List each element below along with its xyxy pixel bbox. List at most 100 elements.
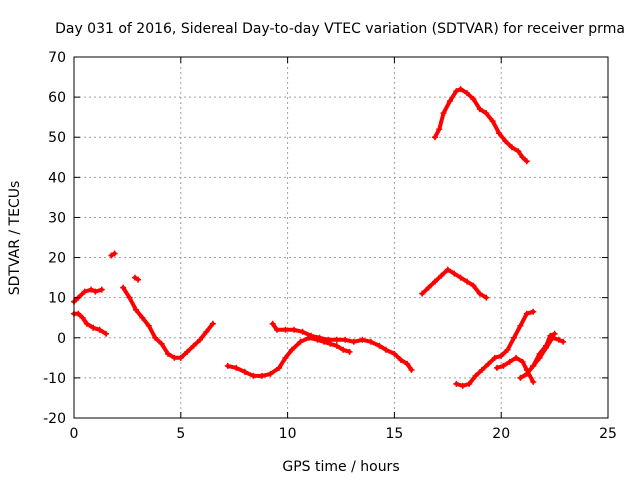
data-series xyxy=(71,286,105,305)
data-point xyxy=(276,364,283,371)
data-point xyxy=(470,96,477,103)
series-line xyxy=(433,87,529,164)
data-point xyxy=(120,284,127,291)
data-point xyxy=(483,294,490,301)
y-tick-label: -20 xyxy=(43,411,66,427)
data-point xyxy=(530,378,537,385)
data-point xyxy=(508,144,515,151)
data-series xyxy=(108,250,118,259)
data-point xyxy=(359,336,366,343)
x-tick-label: 10 xyxy=(279,426,297,442)
data-point xyxy=(79,314,86,321)
data-point xyxy=(299,328,306,335)
data-point xyxy=(158,340,165,347)
data-point xyxy=(530,362,537,369)
data-point xyxy=(282,326,289,333)
data-series xyxy=(269,320,415,373)
axis-ticks xyxy=(73,56,609,419)
data-point xyxy=(139,314,146,321)
data-point xyxy=(340,346,347,353)
data-point xyxy=(547,332,554,339)
data-point xyxy=(431,278,438,285)
data-series xyxy=(431,86,530,165)
data-point xyxy=(88,286,95,293)
y-tick-label: 60 xyxy=(48,90,66,106)
data-point xyxy=(504,346,511,353)
data-point xyxy=(132,306,139,313)
data-point xyxy=(164,350,171,357)
data-point xyxy=(96,326,103,333)
data-point xyxy=(431,134,438,141)
data-point xyxy=(108,252,115,259)
data-point xyxy=(446,98,453,105)
y-tick-label: 40 xyxy=(48,170,66,186)
data-point xyxy=(515,148,522,155)
data-series-group xyxy=(71,86,567,389)
data-point xyxy=(81,288,88,295)
data-point xyxy=(457,274,464,281)
data-point xyxy=(560,338,567,345)
data-point xyxy=(500,362,507,369)
data-point xyxy=(75,310,82,317)
data-point xyxy=(408,366,415,373)
data-point xyxy=(203,328,210,335)
data-point xyxy=(250,372,257,379)
data-point xyxy=(517,374,524,381)
data-point xyxy=(346,348,353,355)
data-point xyxy=(440,110,447,117)
data-point xyxy=(530,308,537,315)
data-point xyxy=(453,380,460,387)
data-point xyxy=(111,250,118,257)
data-point xyxy=(519,154,526,161)
data-point xyxy=(543,342,550,349)
data-series xyxy=(530,330,558,369)
data-point xyxy=(171,354,178,361)
data-point xyxy=(466,380,473,387)
data-point xyxy=(551,330,558,337)
data-point xyxy=(316,334,323,341)
data-point xyxy=(511,334,518,341)
y-tick-label: 30 xyxy=(48,210,66,226)
data-point xyxy=(177,354,184,361)
data-point xyxy=(478,366,485,373)
x-tick-label: 15 xyxy=(385,426,403,442)
data-point xyxy=(459,382,466,389)
data-point xyxy=(523,370,530,377)
y-tick-label: 70 xyxy=(48,50,66,66)
data-series xyxy=(120,284,216,361)
data-point xyxy=(457,86,464,93)
data-point xyxy=(350,338,357,345)
data-point xyxy=(489,118,496,125)
data-point xyxy=(184,348,191,355)
data-point xyxy=(523,158,530,165)
data-point xyxy=(502,138,509,145)
data-point xyxy=(342,336,349,343)
data-point xyxy=(397,356,404,363)
data-point xyxy=(496,130,503,137)
x-tick-label: 25 xyxy=(599,426,617,442)
data-point xyxy=(98,286,105,293)
data-point xyxy=(288,346,295,353)
data-point xyxy=(83,320,90,327)
data-point xyxy=(376,342,383,349)
x-tick-label: 0 xyxy=(70,426,79,442)
data-point xyxy=(90,324,97,331)
data-point xyxy=(308,332,315,339)
data-point xyxy=(425,284,432,291)
data-point xyxy=(513,354,520,361)
data-point xyxy=(297,338,304,345)
data-point xyxy=(519,358,526,365)
plot-frame xyxy=(73,56,609,419)
data-point xyxy=(436,126,443,133)
x-axis-title: GPS time / hours xyxy=(282,459,399,475)
data-point xyxy=(523,310,530,317)
data-point xyxy=(517,322,524,329)
data-point xyxy=(190,342,197,349)
data-point xyxy=(464,90,471,97)
data-point xyxy=(498,352,505,359)
y-axis-title: SDTVAR / TECUs xyxy=(7,181,23,296)
data-point xyxy=(269,320,276,327)
data-series xyxy=(131,274,142,283)
data-point xyxy=(103,330,110,337)
